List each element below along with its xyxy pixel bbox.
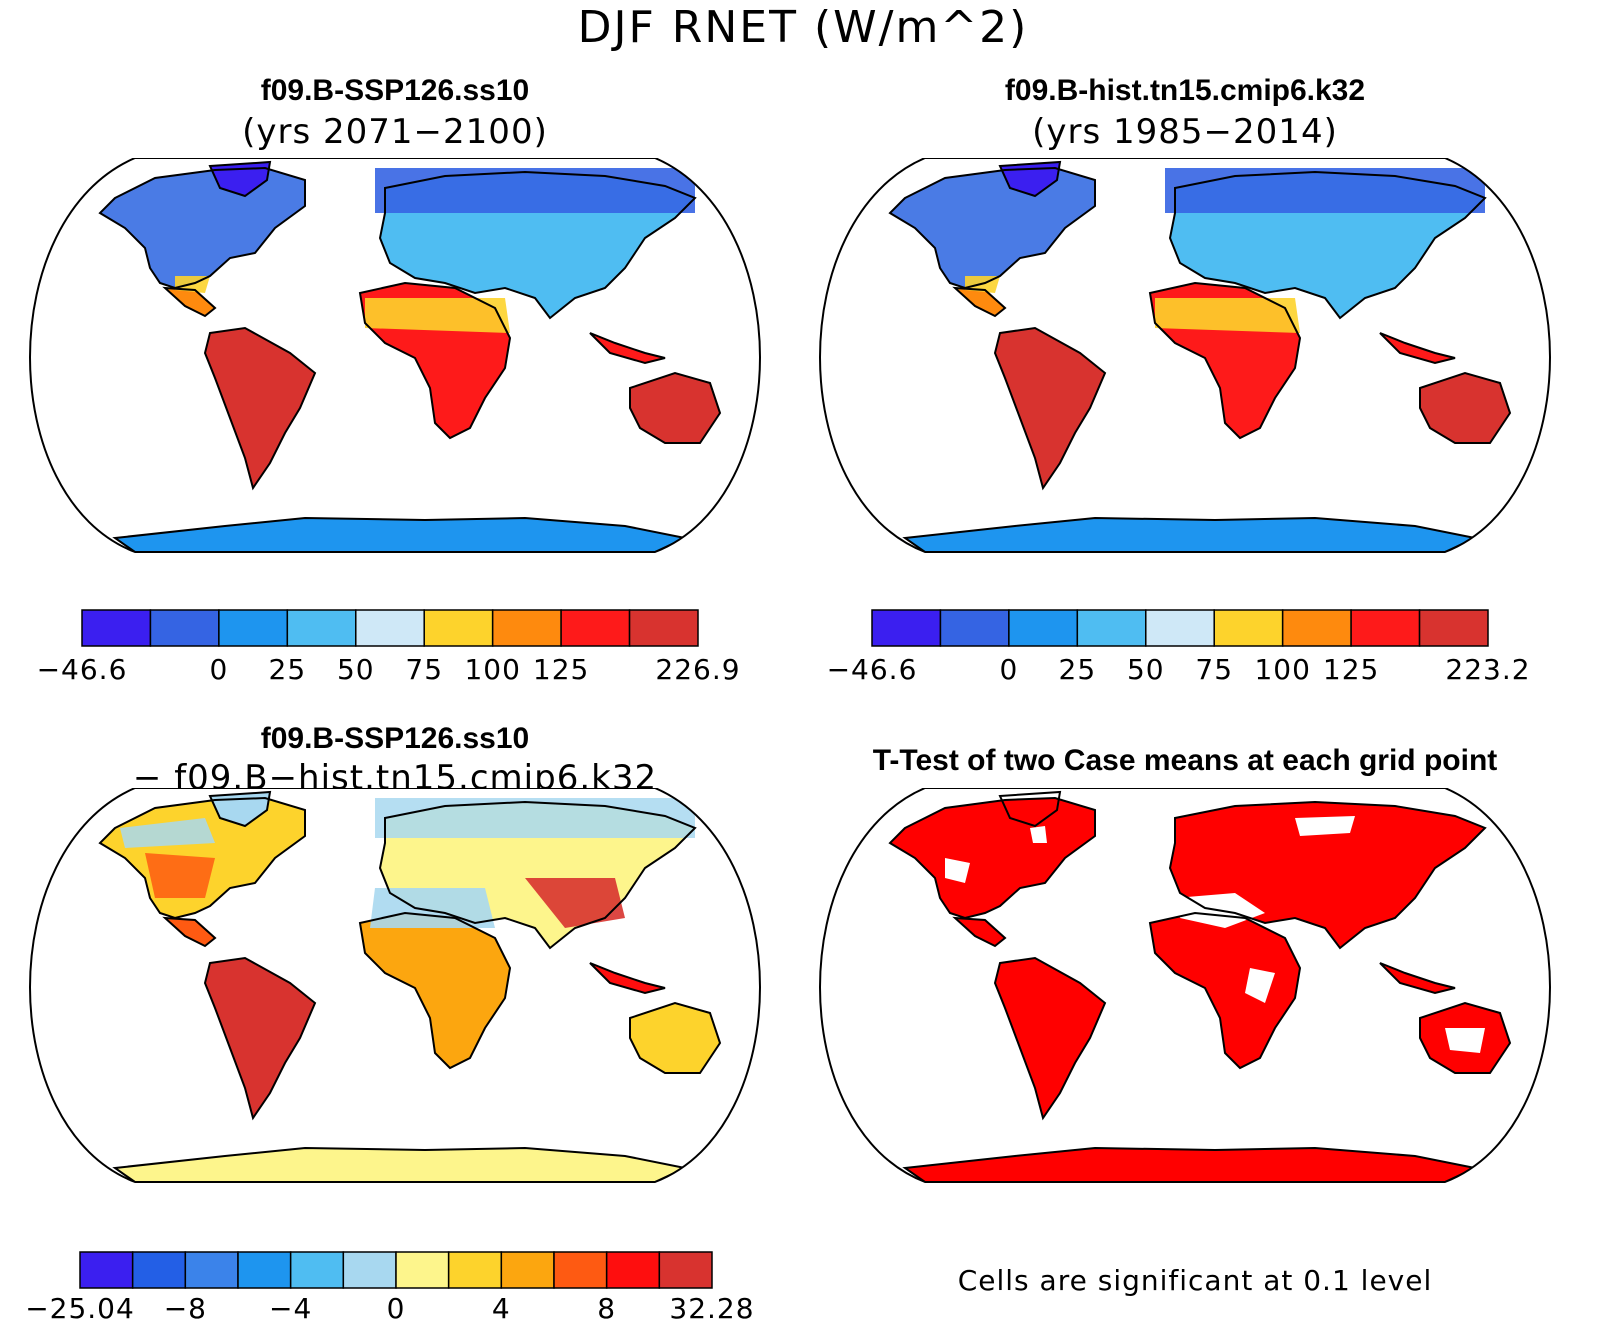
colorbar-swatch [658, 1251, 713, 1289]
colorbar-swatch [628, 609, 699, 647]
colorbar-swatch [149, 609, 220, 647]
colorbar-swatch [395, 1251, 450, 1289]
colorbar-swatch [1281, 609, 1352, 647]
colorbar-tick-label: 100 [464, 653, 520, 685]
colorbar-swatch [237, 1251, 292, 1289]
colorbar-tick-label: 4 [492, 1292, 511, 1323]
colorbar-swatch [1076, 609, 1147, 647]
colorbar-tick-label: 223.2 [1445, 653, 1530, 685]
colorbar-tick-label: 50 [1127, 653, 1165, 685]
colorbar-swatch [1350, 609, 1421, 647]
panel-future-title: f09.B-SSP126.ss10 [260, 74, 530, 107]
colorbar-tick-label: 25 [1059, 653, 1097, 685]
colorbar-swatch [342, 1251, 397, 1289]
colorbar-swatch [184, 1251, 239, 1289]
colorbar-swatch [500, 1251, 555, 1289]
map-future [29, 158, 761, 553]
colorbar-tick-label: 32.28 [669, 1292, 754, 1323]
colorbar-swatch [131, 1251, 187, 1289]
colorbar-swatch [423, 609, 494, 647]
colorbar-historical: −46.6 0 25 50 75 100 125 223.2 [827, 609, 1530, 685]
land-fill-difference [100, 792, 720, 1182]
panel-ttest-title: T-Test of two Case means at each grid po… [872, 744, 1498, 777]
land-fill-historical [890, 162, 1510, 552]
colorbar-swatch [447, 1251, 503, 1289]
map-difference [29, 788, 761, 1183]
panel-difference-title: f09.B-SSP126.ss10 [260, 722, 530, 755]
colorbar-tick-label: 8 [597, 1292, 616, 1323]
map-ttest [819, 788, 1551, 1183]
colorbar-tick-label: −46.6 [827, 653, 918, 685]
colorbar-swatch [1213, 609, 1284, 647]
colorbar-tick-label: 226.9 [655, 653, 740, 685]
colorbar-swatch [286, 609, 357, 647]
colorbar-tick-label: −4 [269, 1292, 312, 1323]
significance-note: Cells are significant at 0.1 level [957, 1264, 1433, 1297]
colorbar-swatch [871, 609, 942, 647]
colorbar-tick-label: 0 [387, 1292, 406, 1323]
colorbar-swatch [1145, 609, 1215, 647]
colorbar-swatch [553, 1251, 608, 1289]
colorbar-tick-label: 75 [1195, 653, 1233, 685]
colorbar-swatch [1418, 609, 1489, 647]
colorbar-tick-label: −46.6 [37, 653, 128, 685]
colorbar-swatch [605, 1251, 661, 1289]
colorbar-tick-label: 0 [999, 653, 1018, 685]
colorbar-swatch [491, 609, 562, 647]
colorbar-tick-label: 125 [1323, 653, 1379, 685]
colorbar-tick-label: 50 [337, 653, 375, 685]
colorbar-tick-label: 25 [269, 653, 307, 685]
colorbar-tick-label: 75 [405, 653, 443, 685]
colorbar-swatch [79, 1251, 134, 1289]
colorbar-swatch [1008, 609, 1079, 647]
panel-historical-title: f09.B-hist.tn15.cmip6.k32 [1004, 74, 1366, 107]
colorbar-future: −46.6 0 25 50 75 100 125 226.9 [37, 609, 740, 685]
colorbar-tick-label: 0 [209, 653, 228, 685]
panel-historical-years: (yrs 1985−2014) [1032, 112, 1338, 152]
colorbar-swatch [218, 609, 289, 647]
colorbar-swatch [355, 609, 425, 647]
colorbar-tick-label: 100 [1254, 653, 1310, 685]
colorbar-swatch [560, 609, 631, 647]
colorbar-tick-label: 125 [533, 653, 589, 685]
land-fill-future [100, 162, 720, 552]
colorbar-difference: −25.04 −8 −4 0 4 8 32.28 [25, 1251, 754, 1323]
colorbar-tick-label: −8 [164, 1292, 207, 1323]
map-historical [819, 158, 1551, 553]
panel-future-years: (yrs 2071−2100) [242, 112, 548, 152]
colorbar-swatch [81, 609, 152, 647]
colorbar-swatch [939, 609, 1010, 647]
colorbar-swatch [289, 1251, 345, 1289]
figure-title: DJF RNET (W/m^2) [577, 2, 1029, 53]
colorbar-tick-label: −25.04 [25, 1292, 135, 1323]
